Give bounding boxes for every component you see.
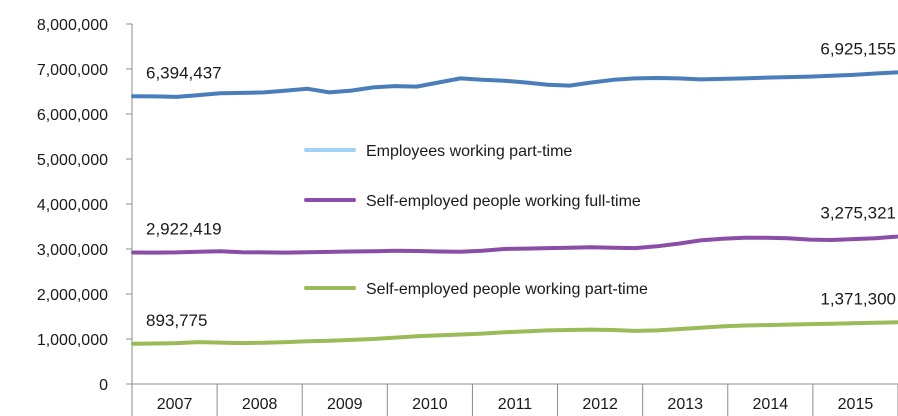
data-label-end: 6,925,155 <box>820 39 896 58</box>
x-axis: 2007 2008 2009 2010 2011 2012 2013 2014 2015 <box>131 383 898 416</box>
legend-label: Employees working part-time <box>366 143 572 160</box>
series-line <box>131 320 898 346</box>
x-tick-label: 2011 <box>498 396 533 413</box>
y-tick-label: 1,000,000 <box>37 332 108 349</box>
x-tick-label: 2014 <box>753 396 789 413</box>
y-tick-label: 3,000,000 <box>37 242 108 259</box>
x-tick-label: 2008 <box>242 396 278 413</box>
data-label-start: 6,394,437 <box>146 63 222 82</box>
legend: Employees working part-time Self-employed… <box>304 143 648 298</box>
y-tick-label: 6,000,000 <box>37 107 108 124</box>
y-tick-label: 2,000,000 <box>37 287 108 304</box>
series-line <box>131 70 898 99</box>
y-tick-label: 5,000,000 <box>37 152 108 169</box>
data-label-start: 2,922,419 <box>146 219 222 238</box>
y-tick-label: 4,000,000 <box>37 197 108 214</box>
series-layer <box>131 70 898 346</box>
y-tick-label: 8,000,000 <box>37 17 108 34</box>
x-tick-label: 2007 <box>157 396 193 413</box>
legend-label: Self-employed people working full-time <box>366 193 641 210</box>
x-tick-label: 2015 <box>838 396 874 413</box>
data-label-start: 893,775 <box>146 311 207 330</box>
data-label-end: 1,371,300 <box>820 289 896 308</box>
series-line <box>131 234 898 255</box>
y-tick-label: 7,000,000 <box>37 62 108 79</box>
data-label-end: 3,275,321 <box>820 204 896 223</box>
x-tick-label: 2012 <box>582 396 618 413</box>
y-tick-label: 0 <box>99 377 108 394</box>
y-axis: 0 1,000,000 2,000,000 3,000,000 4,000,000 5,0… <box>37 17 133 394</box>
x-tick-label: 2010 <box>412 396 448 413</box>
x-tick-label: 2013 <box>667 396 703 413</box>
data-labels: 6,394,437 6,925,155 2,922,419 3,275,321 893,… <box>146 39 896 329</box>
x-tick-label: 2009 <box>327 396 363 413</box>
legend-label: Self-employed people working part-time <box>366 281 648 298</box>
